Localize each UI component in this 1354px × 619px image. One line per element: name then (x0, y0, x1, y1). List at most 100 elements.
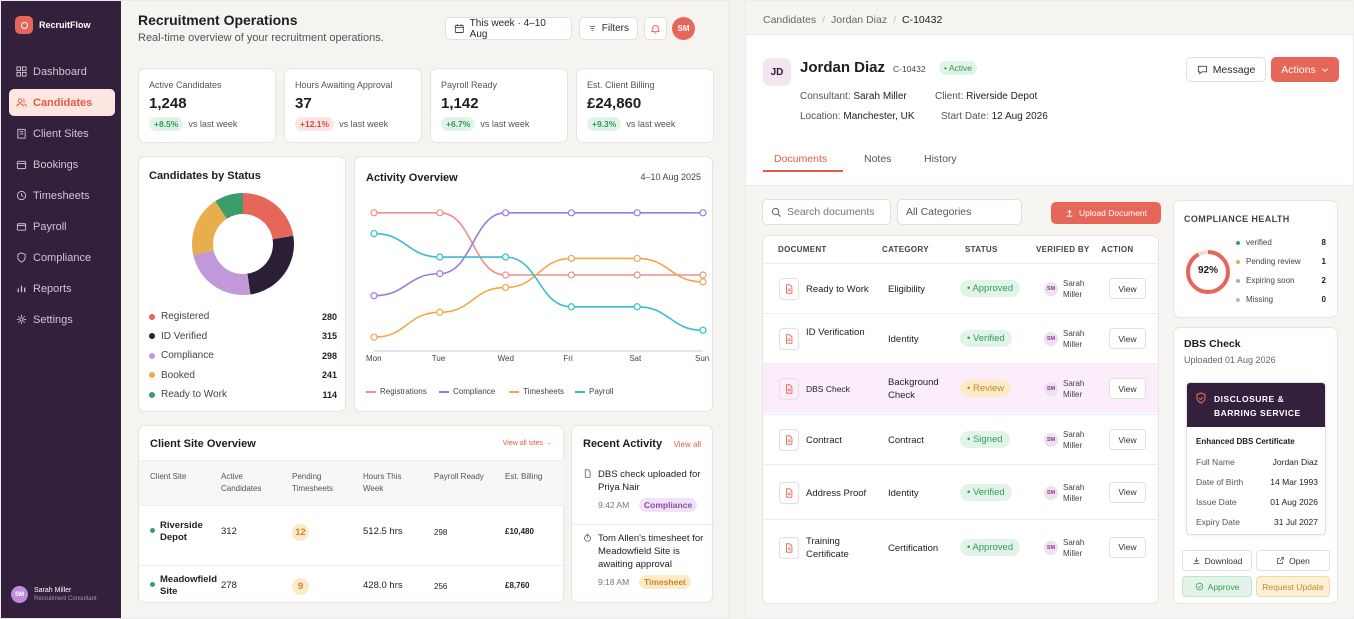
view-button[interactable]: View (1109, 536, 1146, 558)
tab-notes[interactable]: Notes (864, 153, 892, 165)
legend-label: Compliance (453, 387, 496, 396)
document-name[interactable]: Training Certificate (806, 535, 849, 560)
document-name[interactable]: Address Proof (806, 487, 867, 499)
site-name[interactable]: Meadowfield Site (160, 574, 218, 597)
view-button[interactable]: View (1109, 378, 1146, 399)
check-circle-icon (1195, 582, 1203, 591)
document-file-icon (779, 481, 799, 504)
compliance-health-title: COMPLIANCE HEALTH (1184, 214, 1290, 224)
sidebar-item-compliance[interactable]: Compliance (9, 244, 115, 271)
document-row[interactable]: Ready to Work Eligibility • Approved SM Sara… (763, 263, 1158, 313)
document-name[interactable]: ID Verification (806, 327, 865, 338)
view-button[interactable]: View (1109, 429, 1146, 450)
tab-documents[interactable]: Documents (774, 153, 828, 165)
sidebar-item-candidates[interactable]: Candidates (9, 89, 115, 116)
site-name[interactable]: Riverside Depot (160, 520, 203, 543)
compliance-row: verified 8 (1236, 238, 1326, 247)
pending-timesheets-badge: 12 (292, 524, 309, 541)
sidebar-item-settings[interactable]: Settings (9, 306, 115, 333)
document-row[interactable]: DBS Check Background Check • Review SM Sarah… (763, 363, 1158, 413)
legend-item: Payroll (575, 387, 613, 396)
sidebar-item-dashboard[interactable]: Dashboard (9, 58, 115, 85)
x-tick-label: Sat (629, 354, 642, 363)
compliance-row: Expiring soon 2 (1236, 276, 1326, 285)
sidebar-item-reports[interactable]: Reports (9, 275, 115, 302)
legend-line (509, 390, 519, 393)
data-point (436, 253, 444, 261)
document-row[interactable]: Contract Contract • Signed SM Sarah Miller Vi… (763, 414, 1158, 464)
document-row[interactable]: Training Certificate Certification • Appro… (763, 519, 1158, 574)
sidebar-item-client-sites[interactable]: Client Sites (9, 120, 115, 147)
notifications-button[interactable] (644, 17, 667, 40)
sidebar-item-bookings[interactable]: Bookings (9, 151, 115, 178)
sidebar-item-label: Bookings (33, 158, 79, 171)
x-tick-label: Wed (497, 354, 514, 363)
data-point (436, 308, 444, 316)
external-link-icon (1277, 557, 1284, 564)
verified-by: SM Sarah Miller (1044, 537, 1093, 559)
building-icon (17, 128, 26, 139)
document-row[interactable]: Address Proof Identity • Verified SM Sarah M… (763, 464, 1158, 519)
data-point (699, 271, 707, 279)
search-icon (771, 207, 781, 217)
message-button[interactable]: Message (1186, 57, 1266, 82)
view-all-sites-link[interactable]: View all sites → (502, 440, 552, 447)
app-logo[interactable]: RecruitFlow (15, 16, 91, 34)
gear-icon (16, 314, 27, 325)
sidebar-item-payroll[interactable]: Payroll (9, 213, 115, 240)
compliance-ring (1186, 250, 1230, 294)
download-button[interactable]: Download (1182, 550, 1252, 571)
actions-button[interactable]: Actions (1271, 57, 1339, 82)
document-name[interactable]: Ready to Work (806, 284, 869, 295)
filters-button[interactable]: Filters (579, 17, 638, 40)
view-button[interactable]: View (1109, 278, 1146, 299)
activity-text[interactable]: Tom Allen's timesheet for Meadowfield Si… (598, 533, 704, 570)
compliance-label: Pending review (1246, 257, 1301, 266)
candidate-name: Jordan Diaz (800, 59, 886, 76)
dbs-cert-title: Enhanced DBS Certificate (1196, 437, 1295, 446)
data-point (633, 209, 641, 217)
status-count: 315 (321, 331, 337, 341)
view-all-activity-link[interactable]: View all (673, 440, 701, 449)
document-name[interactable]: DBS Check (806, 384, 850, 394)
document-status-badge: • Signed (960, 431, 1010, 448)
pending-timesheets-badge: 9 (292, 578, 309, 595)
data-point (436, 270, 444, 278)
consultant-value: Sarah Miller (853, 91, 907, 102)
legend-dot (149, 313, 155, 320)
dbs-field: Issue Date 01 Aug 2026 (1196, 497, 1318, 507)
sidebar-user[interactable]: SM Sarah Miller Recruitment Consultant (11, 586, 97, 603)
document-name[interactable]: Contract (806, 435, 842, 446)
header-avatar[interactable]: SM (672, 17, 695, 40)
request-update-button[interactable]: Request Update (1256, 576, 1330, 597)
file-icon (786, 284, 793, 294)
kpi-change-suffix: vs last week (480, 119, 530, 129)
x-tick-label: Mon (366, 354, 382, 363)
user-role: Recruitment Consultant (34, 596, 97, 602)
site-payroll-ready: 298 (434, 528, 448, 537)
dbs-uploaded: Uploaded 01 Aug 2026 (1184, 355, 1276, 365)
start-date-value: 12 Aug 2026 (991, 111, 1048, 122)
document-row[interactable]: ID Verification Identity • Verified SM Sarah… (763, 313, 1158, 363)
candidate-status-badge: • Active (939, 61, 978, 75)
open-button[interactable]: Open (1256, 550, 1330, 571)
search-documents-input[interactable]: Search documents (762, 199, 891, 225)
document-file-icon (779, 278, 799, 300)
date-range-button[interactable]: This week · 4–10 Aug (445, 17, 572, 40)
verifier-avatar: SM (1044, 282, 1058, 296)
view-button[interactable]: View (1109, 481, 1146, 503)
tab-history[interactable]: History (924, 153, 957, 165)
upload-document-button[interactable]: Upload Document (1051, 202, 1161, 224)
documents-column-header: ACTION (1101, 245, 1134, 254)
breadcrumb-candidates[interactable]: Candidates (763, 14, 817, 26)
sidebar-item-timesheets[interactable]: Timesheets (9, 182, 115, 209)
category-select[interactable]: All Categories (897, 199, 1022, 225)
approve-button[interactable]: Approve (1182, 576, 1252, 597)
dbs-field-value: Jordan Diaz (1272, 457, 1318, 467)
start-date-label: Start Date: (941, 111, 989, 122)
candidate-window: Candidates / Jordan Diaz / C-10432 JD Jord… (745, 0, 1354, 619)
kpi-change-badge: +6.7% (441, 117, 476, 131)
view-button[interactable]: View (1109, 328, 1146, 349)
breadcrumb-name[interactable]: Jordan Diaz (831, 14, 888, 26)
activity-text[interactable]: DBS check uploaded for Priya Nair (598, 469, 701, 493)
